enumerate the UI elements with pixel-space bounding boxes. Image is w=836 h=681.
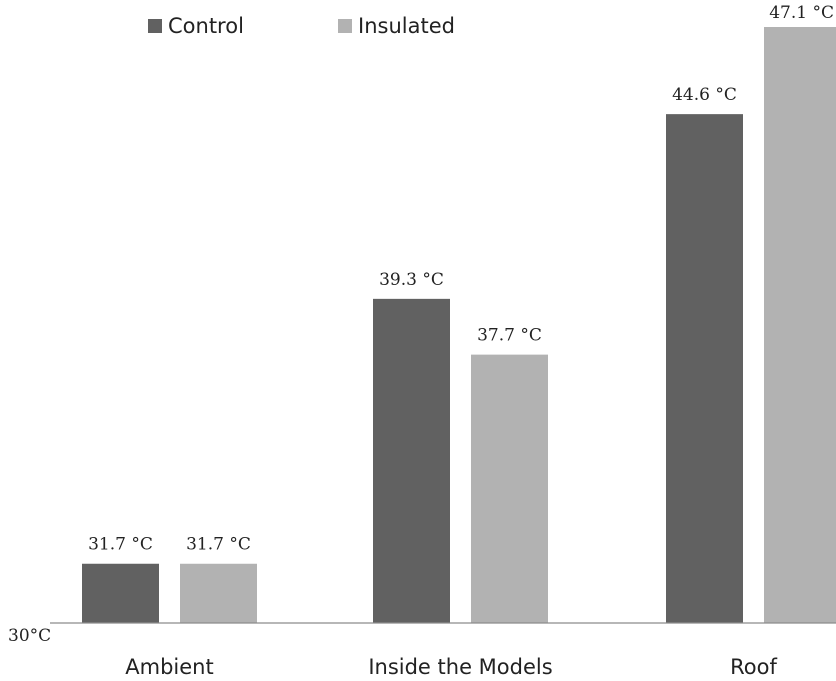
value-label-insulated-0: 31.7 °C <box>186 535 251 555</box>
value-labels-group: 31.7 °C 31.7 °C 39.3 °C 37.7 °C 44.6 °C 47.1 … <box>88 3 834 555</box>
legend-label-insulated: Insulated <box>358 14 455 38</box>
legend-swatch-control <box>148 19 162 33</box>
bar-insulated-0 <box>180 563 257 623</box>
category-label-2: Roof <box>730 655 777 679</box>
bar-insulated-2 <box>764 27 836 623</box>
bars-group <box>82 27 836 623</box>
legend-item-control: Control <box>148 14 244 38</box>
legend: Control Insulated <box>0 14 836 46</box>
value-label-control-0: 31.7 °C <box>88 535 153 555</box>
value-label-control-1: 39.3 °C <box>379 270 444 290</box>
legend-swatch-insulated <box>338 19 352 33</box>
category-label-0: Ambient <box>125 655 213 679</box>
legend-item-insulated: Insulated <box>338 14 455 38</box>
bar-control-2 <box>666 114 743 623</box>
value-label-control-2: 44.6 °C <box>672 85 737 105</box>
category-label-1: Inside the Models <box>368 655 552 679</box>
bar-insulated-1 <box>471 354 548 623</box>
value-label-insulated-2: 47.1 °C <box>769 3 834 23</box>
value-label-insulated-1: 37.7 °C <box>477 326 542 346</box>
bar-control-1 <box>373 298 450 623</box>
legend-label-control: Control <box>168 14 244 38</box>
y-axis-min-label: 30°C <box>8 626 51 646</box>
category-labels-group: Ambient Inside the Models Roof <box>125 655 777 679</box>
bar-control-0 <box>82 563 159 623</box>
